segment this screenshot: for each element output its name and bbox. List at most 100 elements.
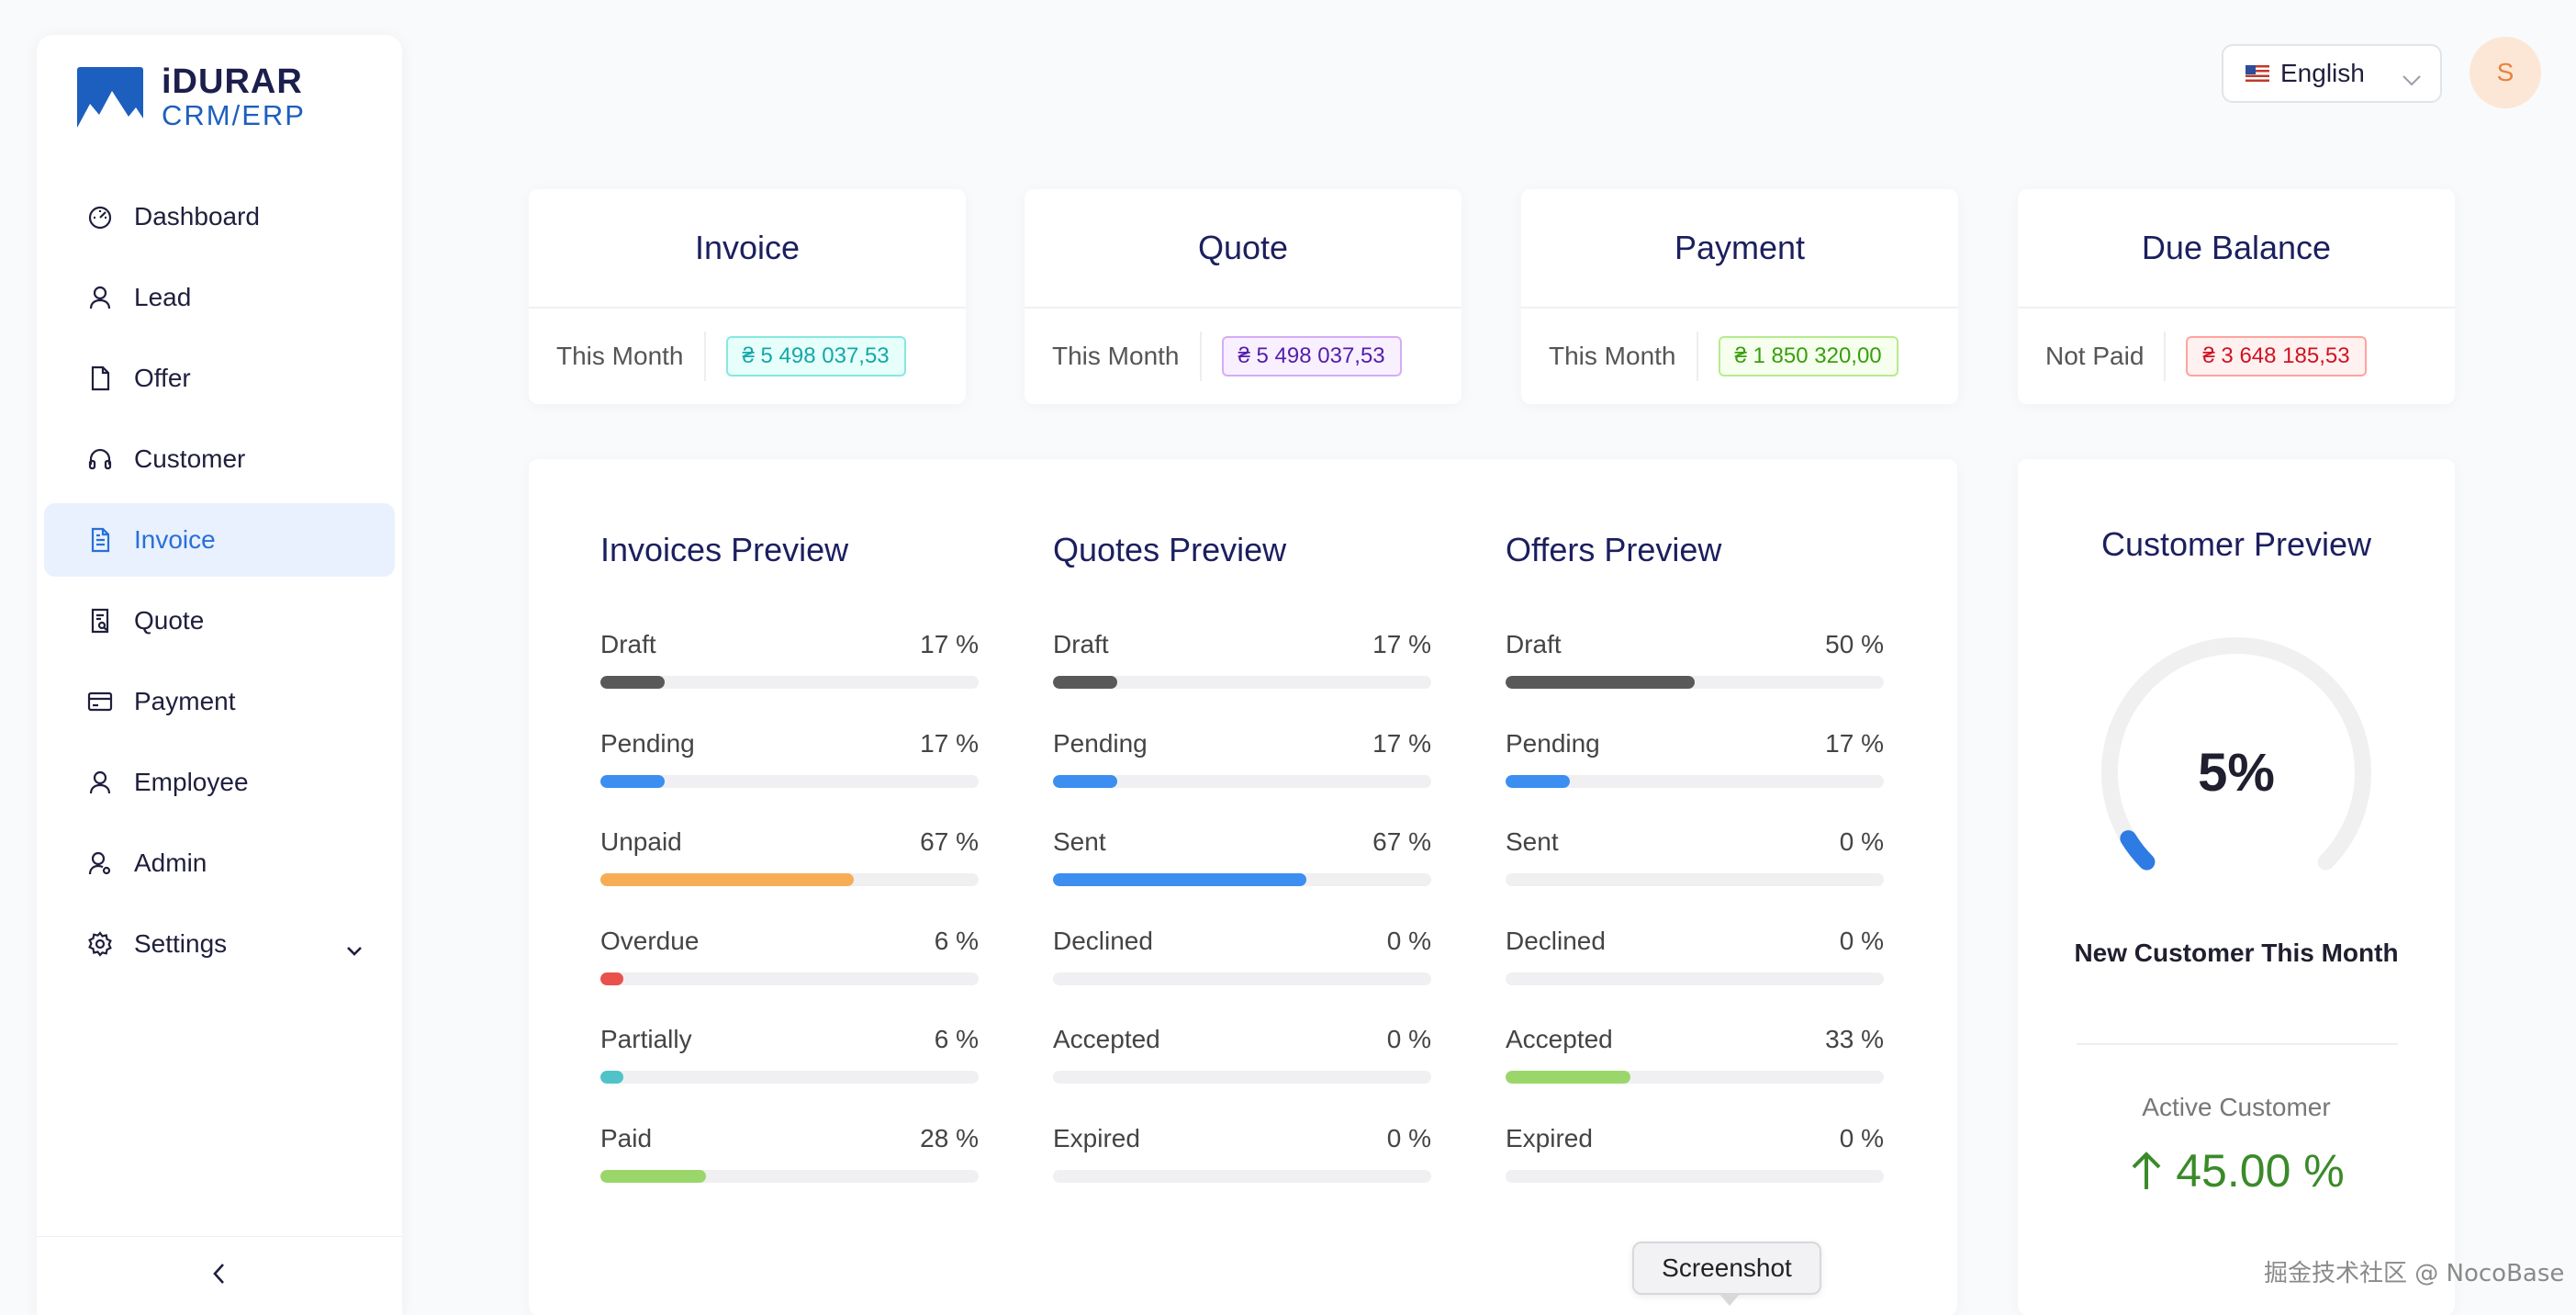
preview-title: Offers Preview <box>1506 531 1722 568</box>
new-customer-label: New Customer This Month <box>2074 938 2399 967</box>
offers-preview: Offers Preview Draft 50 % Pending 17 % Sent 0 … <box>1506 531 1884 1183</box>
status-label: Draft <box>1506 630 1562 658</box>
preview-title: Quotes Preview <box>1053 531 1287 568</box>
status-stat: Draft 17 % <box>600 630 979 722</box>
sidebar-item-label: Customer <box>134 444 246 473</box>
amount-tag: ₴ 3 648 185,53 <box>2186 336 2367 377</box>
status-stat: Pending 17 % <box>1506 729 1884 821</box>
progress-fill <box>600 972 623 985</box>
progress-fill <box>600 1071 623 1084</box>
divider <box>703 332 706 381</box>
status-percent: 28 % <box>920 1123 979 1152</box>
status-percent: 17 % <box>920 728 979 758</box>
sidebar-item-label: Employee <box>134 768 249 796</box>
status-label: Partially <box>600 1025 692 1053</box>
progress-bar <box>1506 774 1884 788</box>
status-percent: 17 % <box>1825 728 1884 758</box>
file-text-icon <box>86 526 114 554</box>
status-percent: 0 % <box>1386 1025 1431 1053</box>
payment-summary-card[interactable]: Payment This Month ₴ 1 850 320,00 <box>1521 189 1958 404</box>
sidebar-menu: Dashboard Lead Offer Customer Invoice <box>44 180 395 988</box>
progress-bar <box>600 873 979 886</box>
sidebar-item-settings[interactable]: Settings <box>44 907 395 981</box>
card-title: Due Balance <box>2018 189 2455 309</box>
card-period: This Month <box>1549 342 1676 370</box>
sidebar-item-employee[interactable]: Employee <box>44 746 395 819</box>
due-balance-summary-card[interactable]: Due Balance Not Paid ₴ 3 648 185,53 <box>2018 189 2455 404</box>
sidebar-item-quote[interactable]: Quote <box>44 584 395 658</box>
amount-tag: ₴ 1 850 320,00 <box>1718 336 1898 377</box>
arrow-up-icon <box>2128 1151 2165 1191</box>
amount-tag: ₴ 5 498 037,53 <box>725 336 906 377</box>
progress-bar <box>600 972 979 985</box>
divider <box>2077 1043 2398 1045</box>
brand-logo[interactable]: iDURAR CRM/ERP <box>77 64 306 129</box>
status-percent: 6 % <box>934 1025 979 1053</box>
status-percent: 17 % <box>920 630 979 658</box>
sidebar-item-lead[interactable]: Lead <box>44 261 395 334</box>
user-icon <box>86 769 114 796</box>
status-label: Expired <box>1506 1123 1593 1152</box>
status-percent: 17 % <box>1372 728 1431 758</box>
status-label: Accepted <box>1506 1025 1613 1053</box>
gauge-track <box>2101 637 2371 871</box>
gauge-fill <box>2120 830 2156 871</box>
card-period: Not Paid <box>2045 342 2145 370</box>
status-stat: Sent 0 % <box>1506 827 1884 919</box>
sidebar-item-invoice[interactable]: Invoice <box>44 503 395 577</box>
progress-bar <box>600 1071 979 1084</box>
status-percent: 67 % <box>1372 827 1431 856</box>
amount-tag: ₴ 5 498 037,53 <box>1221 336 1402 377</box>
sidebar-item-dashboard[interactable]: Dashboard <box>44 180 395 253</box>
user-gear-icon <box>86 849 114 877</box>
progress-bar <box>1506 676 1884 689</box>
status-percent: 0 % <box>1386 926 1431 955</box>
status-label: Pending <box>1506 728 1600 758</box>
sidebar-item-customer[interactable]: Customer <box>44 422 395 496</box>
status-stat: Unpaid 67 % <box>600 827 979 919</box>
sidebar-item-label: Invoice <box>134 525 216 554</box>
sidebar-item-offer[interactable]: Offer <box>44 342 395 415</box>
progress-bar <box>1506 873 1884 886</box>
status-label: Draft <box>1053 630 1109 658</box>
progress-fill <box>600 676 666 689</box>
progress-bar <box>1506 1169 1884 1183</box>
screenshot-tooltip: Screenshot <box>1632 1242 1821 1295</box>
progress-bar <box>1053 873 1431 886</box>
dashboard-icon <box>86 203 114 230</box>
status-preview-panel: Invoices Preview Draft 17 % Pending 17 % Unpa… <box>529 459 1957 1315</box>
status-percent: 33 % <box>1825 1025 1884 1053</box>
status-label: Pending <box>1053 728 1148 758</box>
status-stat: Pending 17 % <box>1053 729 1431 821</box>
customer-preview-card: Customer Preview 5% New Customer This Mo… <box>2018 459 2455 1315</box>
status-label: Declined <box>1053 926 1153 955</box>
progress-bar <box>1053 676 1431 689</box>
progress-fill <box>1506 676 1695 689</box>
avatar[interactable]: S <box>2470 37 2541 108</box>
invoice-summary-card[interactable]: Invoice This Month ₴ 5 498 037,53 <box>529 189 966 404</box>
status-stat: Draft 17 % <box>1053 630 1431 722</box>
customer-gauge: 5% <box>2094 630 2379 915</box>
progress-fill <box>1053 873 1307 886</box>
sidebar-item-admin[interactable]: Admin <box>44 826 395 900</box>
invoices-preview: Invoices Preview Draft 17 % Pending 17 % Unpa… <box>600 531 979 1183</box>
progress-bar <box>1506 1071 1884 1084</box>
progress-bar <box>600 774 979 788</box>
preview-title: Invoices Preview <box>600 531 849 568</box>
status-stat: Accepted 33 % <box>1506 1025 1884 1117</box>
sidebar-item-payment[interactable]: Payment <box>44 665 395 738</box>
quote-summary-card[interactable]: Quote This Month ₴ 5 498 037,53 <box>1025 189 1462 404</box>
status-stat: Pending 17 % <box>600 729 979 821</box>
chevron-down-icon[interactable] <box>345 935 364 964</box>
status-stat: Declined 0 % <box>1506 927 1884 1018</box>
status-label: Draft <box>600 630 656 658</box>
sidebar-item-label: Quote <box>134 606 205 635</box>
progress-fill <box>1506 774 1571 788</box>
status-percent: 17 % <box>1372 630 1431 658</box>
status-stat: Partially 6 % <box>600 1025 979 1117</box>
active-customer-label: Active Customer <box>2142 1093 2331 1121</box>
language-select[interactable]: English <box>2222 44 2442 103</box>
status-stat: Accepted 0 % <box>1053 1025 1431 1117</box>
collapse-sidebar-button[interactable] <box>37 1236 402 1315</box>
status-percent: 0 % <box>1839 926 1884 955</box>
